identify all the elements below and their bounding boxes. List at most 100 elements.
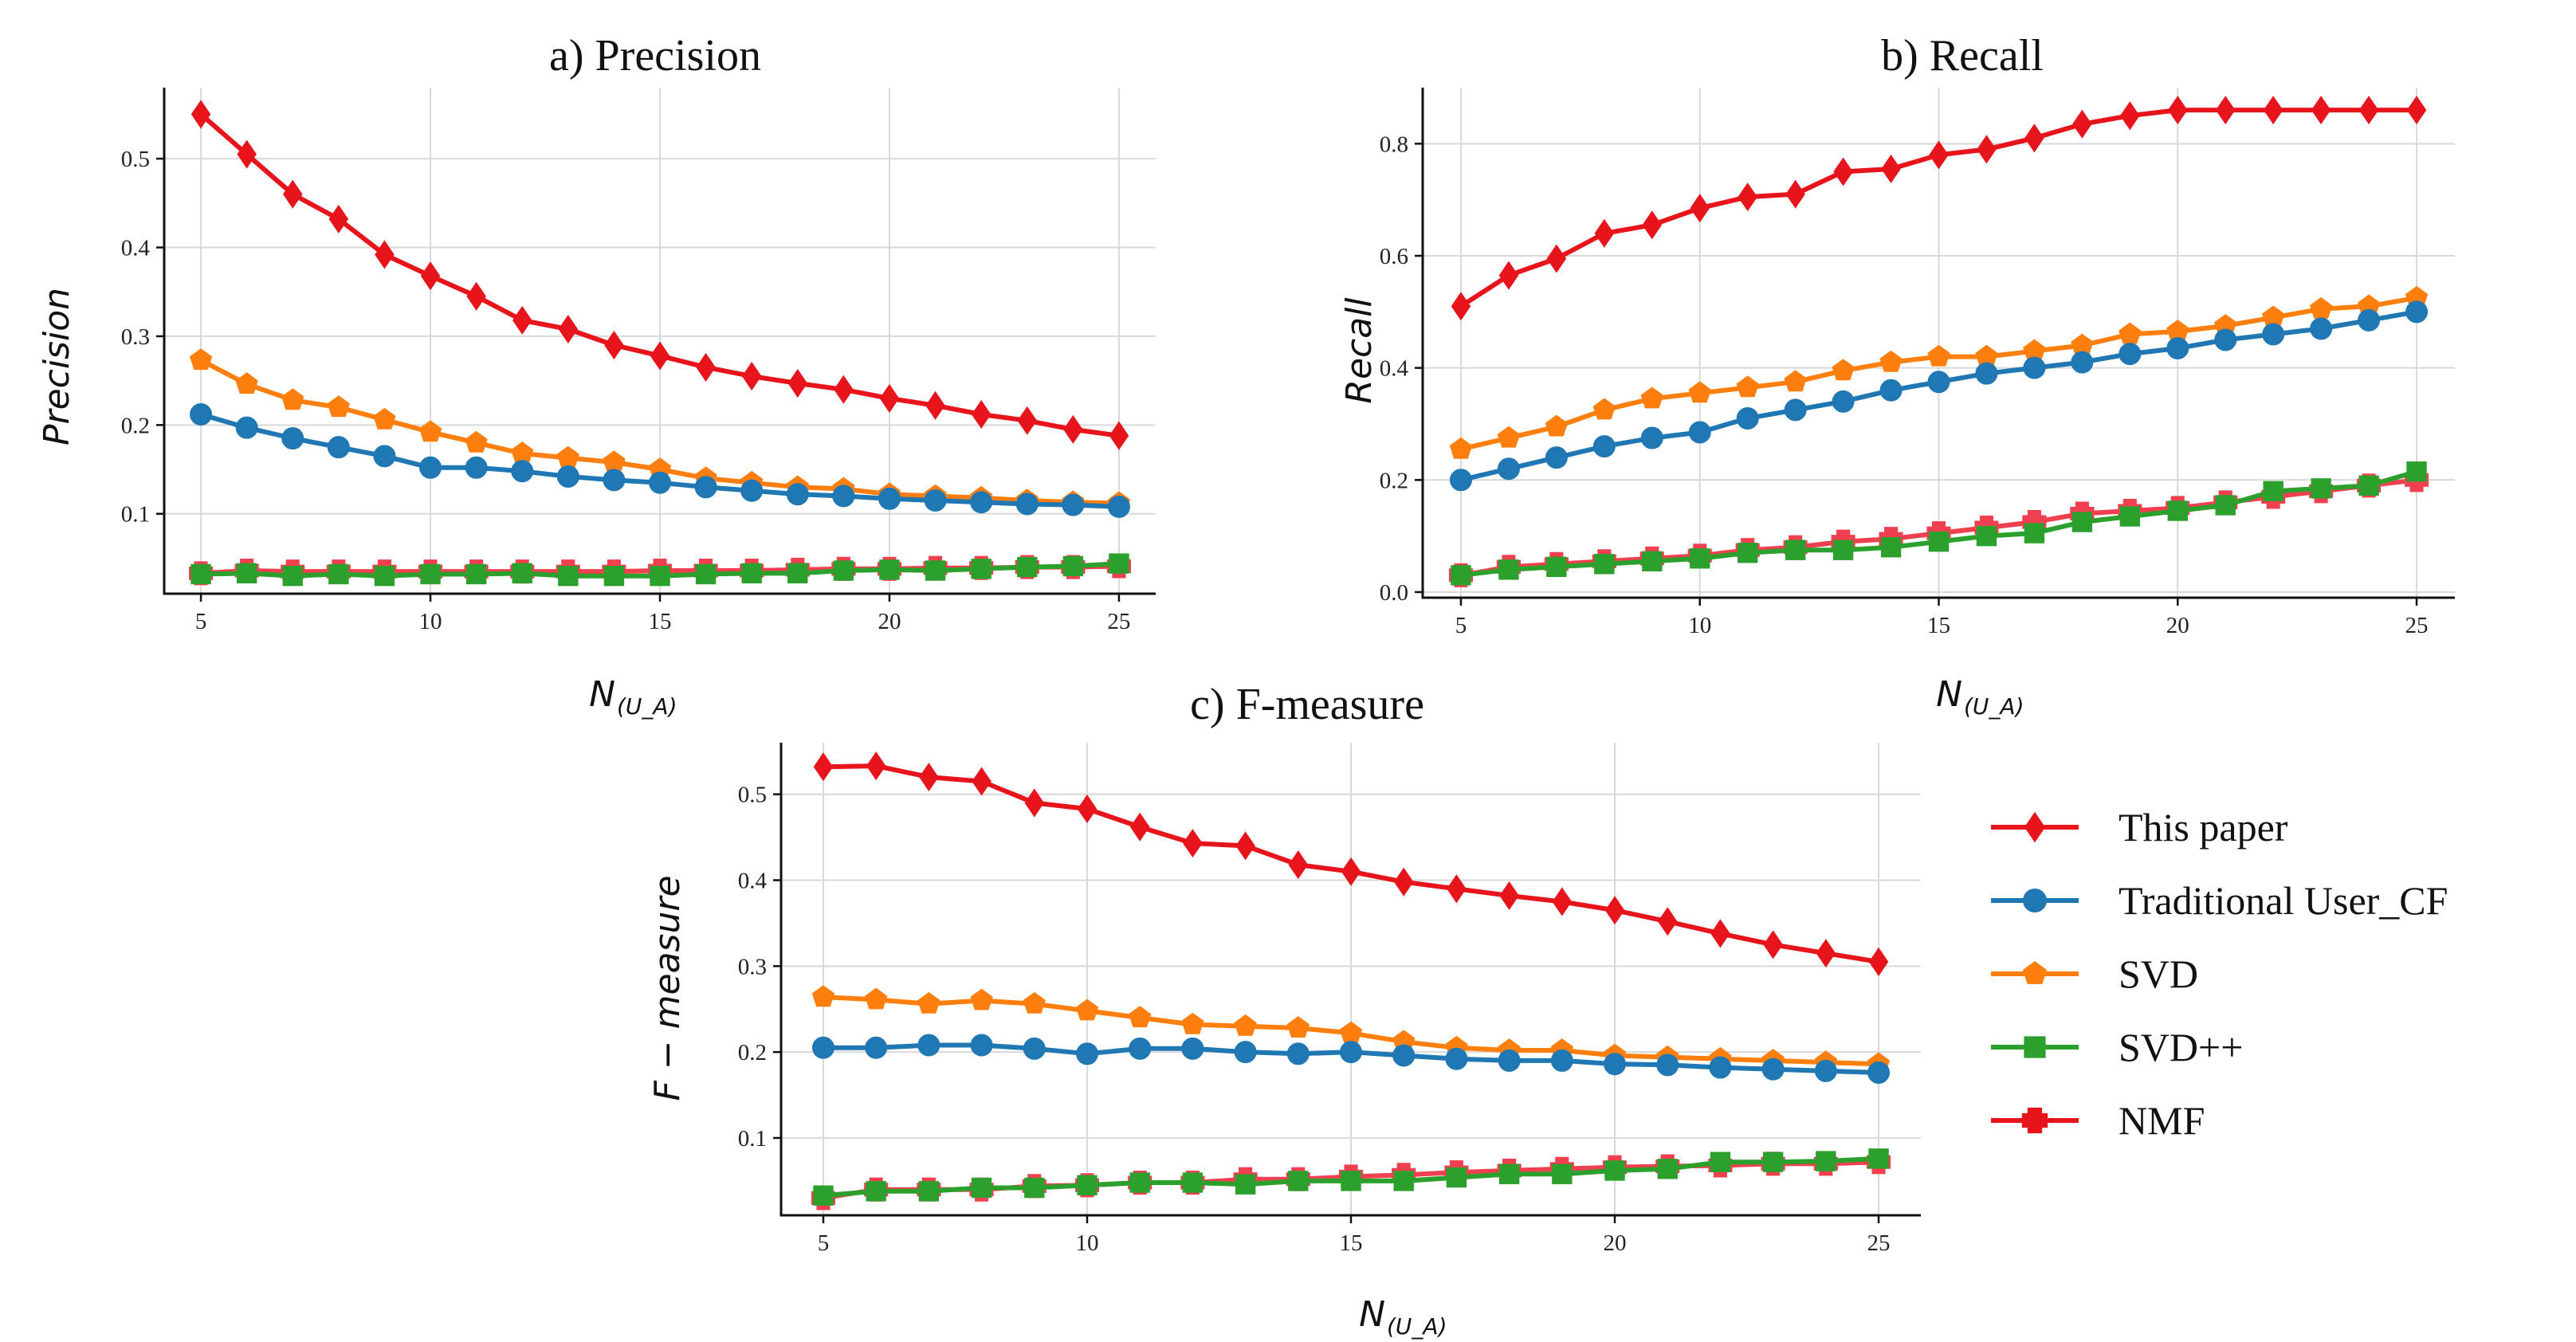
fmeasure-ytick-label: 0.4	[738, 869, 768, 894]
fmeasure-point-traditional-user-cf	[1392, 1044, 1416, 1067]
precision-point-svd	[511, 441, 534, 463]
recall-ytick-label: 0.4	[1380, 356, 1409, 382]
recall-point-traditional-user-cf	[2358, 308, 2381, 332]
recall-series-svd	[1451, 461, 2427, 586]
fmeasure-point-svd	[1498, 1163, 1520, 1184]
fmeasure-point-traditional-user-cf	[1340, 1041, 1362, 1064]
recall-point-this-paper	[2120, 101, 2140, 131]
precision-point-svd	[189, 348, 213, 371]
recall-series-this-paper	[1451, 96, 2427, 321]
recall-point-this-paper	[1977, 135, 1997, 164]
precision-ytick-label: 0.2	[121, 413, 150, 438]
precision-point-this-paper	[1109, 421, 1129, 450]
recall-point-svd	[1832, 540, 1854, 560]
precision-series-traditional-user-cf	[190, 402, 1130, 518]
fmeasure-point-svd	[1868, 1148, 1889, 1169]
precision-point-svd	[556, 445, 579, 468]
fmeasure-point-traditional-user-cf	[1075, 1042, 1098, 1065]
precision-point-svd	[603, 566, 625, 587]
fmeasure-point-traditional-user-cf	[1550, 1049, 1573, 1072]
precision-point-svd	[282, 566, 303, 587]
legend-marker-nmf	[2021, 1107, 2048, 1134]
precision-point-svd	[695, 563, 717, 585]
recall-point-svd	[1879, 350, 1903, 372]
recall-point-svd	[1497, 426, 1521, 448]
fmeasure-point-svd	[1339, 1021, 1363, 1043]
fmeasure-point-traditional-user-cf	[1867, 1061, 1891, 1085]
fmeasure-point-svd	[1552, 1163, 1573, 1184]
recall-point-traditional-user-cf	[2214, 328, 2237, 351]
legend-label-nmf: NMF	[2119, 1098, 2205, 1143]
recall-point-svd	[1736, 375, 1759, 398]
recall-point-svd	[2406, 461, 2427, 482]
fmeasure-point-traditional-user-cf	[1129, 1037, 1152, 1060]
precision-point-svd	[465, 430, 488, 453]
precision-point-traditional-user-cf	[190, 402, 213, 426]
recall-point-traditional-user-cf	[2023, 356, 2046, 379]
fmeasure-point-svd	[1181, 1012, 1204, 1034]
legend-marker-svd	[2024, 1036, 2046, 1058]
fmeasure-point-svd	[1024, 1177, 1045, 1199]
fmeasure-xlabel-main: N	[1359, 1294, 1385, 1335]
precision-point-svd	[236, 563, 257, 584]
precision-xlabel-main: N	[589, 674, 615, 715]
precision-point-this-paper	[834, 375, 854, 404]
recall-series-svd	[1449, 285, 2429, 459]
recall-point-traditional-user-cf	[2405, 300, 2429, 324]
recall-point-svd	[2024, 523, 2045, 543]
recall-title: b) Recall	[1881, 31, 2044, 80]
fmeasure-point-this-paper	[1235, 831, 1255, 861]
precision-title: a) Precision	[549, 31, 761, 80]
fmeasure-point-this-paper	[866, 751, 886, 781]
precision-point-traditional-user-cf	[740, 479, 764, 502]
precision-point-traditional-user-cf	[603, 469, 626, 492]
recall-point-this-paper	[1881, 154, 1901, 184]
precision-point-svd	[281, 388, 304, 410]
legend-marker-svd	[2022, 961, 2048, 984]
fmeasure-xtick-label: 10	[1075, 1230, 1098, 1256]
legend-entry-nmf: NMF	[1991, 1098, 2205, 1143]
recall-point-svd	[1449, 437, 1473, 459]
precision-xlabel: N (U_A)	[589, 674, 677, 720]
fmeasure-point-svd	[811, 985, 835, 1007]
recall-xlabel-sub: (U_A)	[1964, 693, 2024, 720]
precision-xtick-label: 25	[1107, 609, 1130, 634]
fmeasure-point-this-paper	[1552, 887, 1573, 916]
precision-point-traditional-user-cf	[235, 416, 258, 439]
legend-label-traditional-user-cf: Traditional User_CF	[2119, 878, 2448, 923]
recall-point-traditional-user-cf	[1688, 421, 1711, 444]
recall-point-traditional-user-cf	[1927, 371, 1950, 394]
fmeasure-xlabel-sub: (U_A)	[1387, 1313, 1447, 1340]
fmeasure-series-traditional-user-cf	[811, 1034, 1891, 1085]
fmeasure-series-svd	[813, 1148, 1889, 1206]
fmeasure-point-this-paper	[1288, 850, 1309, 880]
fmeasure-title: c) F-measure	[1190, 680, 1424, 729]
recall-point-svd	[1592, 398, 1616, 420]
precision-point-traditional-user-cf	[1015, 492, 1039, 516]
recall-point-svd	[1880, 537, 1902, 558]
recall-point-this-paper	[1498, 261, 1519, 290]
fmeasure-ytick-label: 0.5	[738, 783, 767, 808]
fmeasure-point-this-paper	[1499, 881, 1519, 910]
fmeasure-point-svd	[1235, 1174, 1256, 1195]
fmeasure-ylabel: F − measure	[647, 875, 688, 1101]
recall-point-this-paper	[1546, 244, 1567, 273]
precision-point-this-paper	[604, 331, 624, 360]
recall-point-traditional-user-cf	[1736, 406, 1759, 430]
fmeasure-axes	[779, 743, 1921, 1217]
precision-point-svd	[787, 563, 808, 584]
precision-point-this-paper	[879, 383, 900, 413]
precision-point-this-paper	[512, 305, 532, 335]
fmeasure-point-traditional-user-cf	[1286, 1042, 1310, 1065]
recall-point-svd	[2309, 296, 2333, 319]
recall-ticks: 5 10 15 20 25 0.0 0.2 0.4 0.6 0.8	[1380, 131, 2429, 638]
precision-point-traditional-user-cf	[1062, 493, 1085, 516]
recall-point-svd	[1640, 387, 1663, 409]
precision-point-this-paper	[971, 399, 992, 429]
fmeasure-ticks: 5 10 15 20 25 0.1 0.2 0.3 0.4 0.5	[738, 783, 1891, 1256]
recall-point-traditional-user-cf	[1975, 362, 1998, 385]
precision-point-traditional-user-cf	[465, 456, 488, 479]
fmeasure-point-this-paper	[1816, 939, 1836, 968]
fmeasure-ytick-label: 0.2	[738, 1040, 767, 1065]
precision-point-this-paper	[741, 362, 762, 391]
